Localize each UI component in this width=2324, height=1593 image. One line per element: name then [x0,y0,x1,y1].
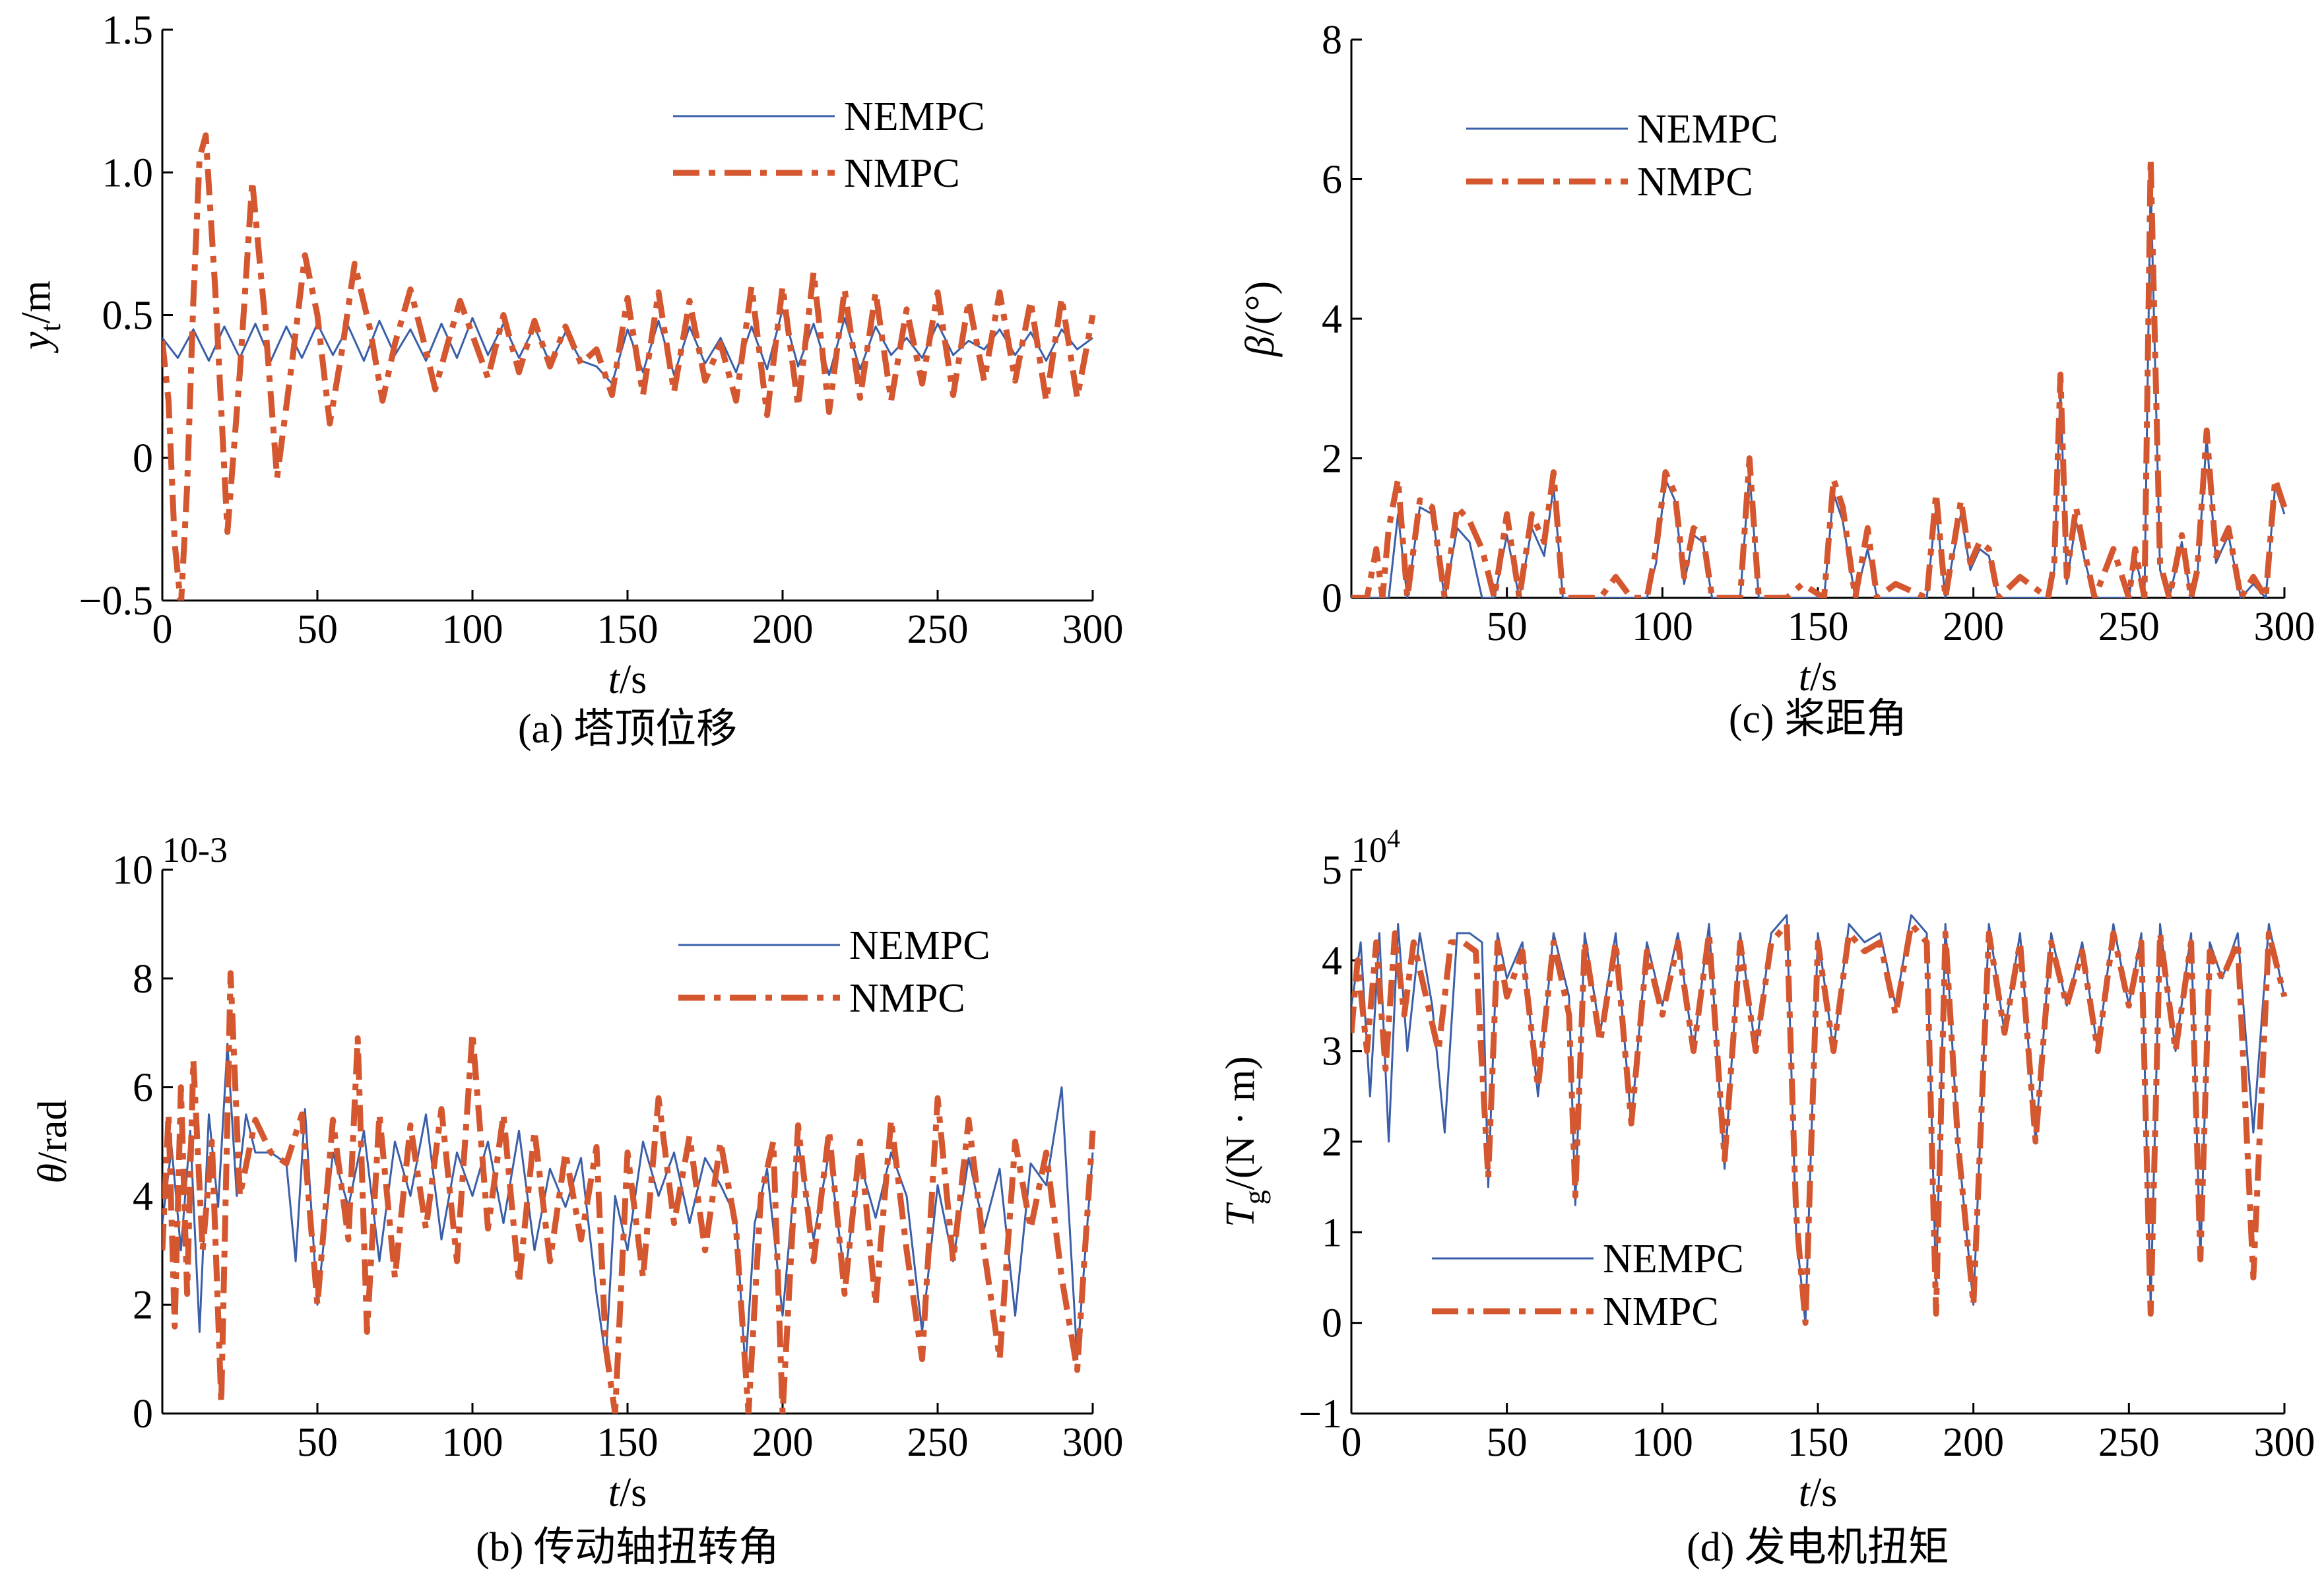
y-tick-label: 2 [133,1283,153,1328]
x-tick-label: 100 [442,607,503,652]
legend-label-nmpc: NMPC [1603,1289,1719,1334]
x-tick-label: 200 [752,1420,814,1465]
x-tick-label: 100 [442,1420,503,1465]
x-tick-label: 200 [752,607,814,652]
x-tick-label: 300 [2254,1420,2315,1465]
x-tick-label: 250 [2098,604,2160,649]
x-tick-label: 50 [297,1420,338,1465]
x-tick-label: 100 [1632,604,1693,649]
y-tick-label: 0 [1322,576,1342,621]
y-axis-label: Tg/(N · m) [1218,1056,1271,1227]
series-nempc-line [162,308,1093,385]
y-tick-label: 8 [133,957,153,1002]
chart-b: 50 100 150 200 250 300 0 2 4 6 8 10 10-3 t/s θ/rad (b) … [30,830,1124,1570]
x-tick-label: 0 [152,607,173,652]
y-tick-label: 2 [1322,1120,1342,1165]
series-nmpc-line [162,132,1096,601]
y-tick-label: 6 [1322,158,1342,203]
y-tick-label: 1.0 [102,150,154,195]
y-tick-label: 0 [1322,1301,1342,1346]
y-tick-label: 0 [133,436,153,481]
y-tick-label: −1 [1299,1392,1342,1437]
x-tick-label: 300 [1062,607,1124,652]
chart-a: 0 50 100 150 200 250 300−0.500.51.01.5t/syt/m(… [14,8,1124,752]
x-axis-label: t/s [608,1470,647,1515]
y-tick-label: 8 [1322,18,1342,63]
x-tick-label: 0 [1341,1420,1362,1465]
y-tick-label: 4 [1322,938,1342,983]
legend-label-nmpc: NMPC [844,151,960,196]
y-tick-label: 0.5 [102,294,154,339]
legend-label-nmpc: NMPC [849,976,965,1021]
chart-caption: (c) 桨距角 [1729,697,1907,742]
legend-label-nempc: NEMPC [844,94,985,139]
x-tick-label: 150 [597,607,659,652]
chart-caption: (a) 塔顶位移 [518,707,737,752]
y-tick-label: 1 [1322,1210,1342,1255]
axis-exponent: 10-3 [162,830,228,870]
legend-label-nmpc: NMPC [1637,160,1753,205]
y-tick-label: 3 [1322,1029,1342,1074]
y-tick-label: 6 [133,1066,153,1111]
legend-label-nempc: NEMPC [1603,1237,1744,1282]
x-tick-label: 150 [1788,604,1849,649]
x-tick-label: 200 [1943,1420,2004,1465]
series-nmpc-line [162,970,1096,1414]
series-nmpc-line [1351,155,2288,598]
x-tick-label: 100 [1632,1420,1693,1465]
x-axis-label: t/s [608,657,647,702]
x-tick-label: 250 [907,1420,969,1465]
chart-caption: (d) 发电机扭矩 [1687,1525,1949,1570]
y-tick-label: −0.5 [79,579,153,624]
y-tick-label: 10 [112,848,153,893]
x-tick-label: 50 [297,607,338,652]
legend-label-nempc: NEMPC [1637,107,1778,152]
axis-exponent: 104 [1351,824,1400,870]
x-axis-label: t/s [1799,655,1838,699]
y-tick-label: 1.5 [102,8,154,53]
x-tick-label: 50 [1487,1420,1528,1465]
series-nempc-line [162,1043,1094,1371]
x-tick-label: 300 [1062,1420,1124,1465]
x-tick-label: 150 [597,1420,659,1465]
y-tick-label: 4 [133,1174,153,1219]
x-tick-label: 250 [2098,1420,2160,1465]
y-tick-label: 4 [1322,297,1342,342]
x-tick-label: 200 [1943,604,2004,649]
chart-caption: (b) 传动轴扭转角 [476,1525,779,1570]
y-tick-label: 5 [1322,848,1342,893]
y-tick-label: 0 [133,1392,153,1437]
y-axis-label: yt/m [14,280,67,354]
legend-label-nempc: NEMPC [849,923,990,968]
x-tick-label: 150 [1788,1420,1849,1465]
y-tick-label: 2 [1322,437,1342,482]
chart-c: 50 100 150 200 250 300 0 2 4 6 8 t/s β/(°) (c) 桨距角 NEM… [1238,18,2315,742]
y-axis-label: θ/rad [30,1100,75,1184]
x-tick-label: 250 [907,607,969,652]
x-axis-label: t/s [1799,1470,1838,1515]
y-axis-label: β/(°) [1238,281,1283,357]
series-nmpc-line [1351,921,2288,1326]
x-tick-label: 300 [2254,604,2315,649]
x-tick-label: 50 [1487,604,1528,649]
